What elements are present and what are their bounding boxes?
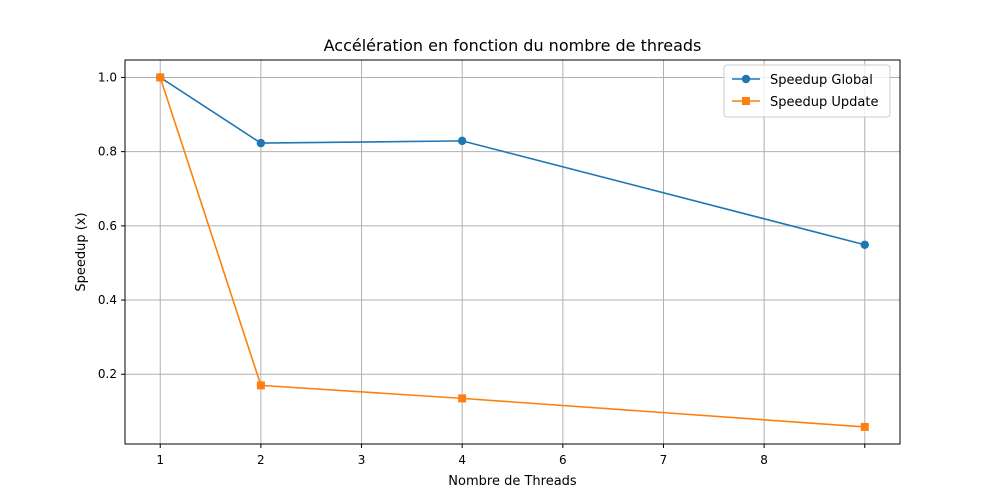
x-tick-label: 3	[358, 453, 366, 467]
series-layer	[156, 73, 869, 431]
x-tick-label: 2	[257, 453, 265, 467]
x-tick-label: 8	[760, 453, 768, 467]
y-tick-label: 1.0	[98, 70, 117, 84]
data-point-speedup-global	[860, 240, 869, 249]
data-point-speedup-update	[156, 73, 165, 82]
legend-label-speedup-global: Speedup Global	[770, 73, 873, 88]
grid	[125, 60, 900, 444]
legend-marker-speedup-global	[741, 74, 751, 84]
x-axis-label: Nombre de Threads	[448, 474, 577, 489]
y-axis-label: Speedup (x)	[74, 212, 89, 291]
plot-frame	[124, 59, 901, 445]
x-tick-label: 4	[458, 453, 466, 467]
series-line-speedup-update	[159, 77, 865, 428]
y-tick-label: 0.6	[98, 219, 117, 233]
legend: Speedup Global Speedup Update	[723, 64, 891, 118]
x-tick-label: 6	[559, 453, 567, 467]
ticks: 1 2 3 4 6 7 8 0.2 0.4 0.6 0.8 1.0	[98, 70, 866, 467]
y-tick-label: 0.2	[98, 367, 117, 381]
series-line-speedup-global	[159, 76, 865, 246]
legend-box	[723, 64, 891, 118]
legend-label-speedup-update: Speedup Update	[770, 95, 878, 110]
data-point-speedup-update	[256, 381, 265, 390]
y-tick-label: 0.4	[98, 293, 117, 307]
x-tick-label: 1	[156, 453, 164, 467]
data-point-speedup-global	[256, 138, 266, 148]
data-point-speedup-update	[458, 394, 467, 403]
x-tick-label: 7	[660, 453, 668, 467]
data-point-speedup-update	[860, 422, 869, 431]
data-point-speedup-global	[457, 136, 467, 146]
y-tick-label: 0.8	[98, 145, 117, 159]
legend-marker-speedup-update	[742, 97, 750, 105]
chart-title: Accélération en fonction du nombre de th…	[324, 36, 702, 55]
